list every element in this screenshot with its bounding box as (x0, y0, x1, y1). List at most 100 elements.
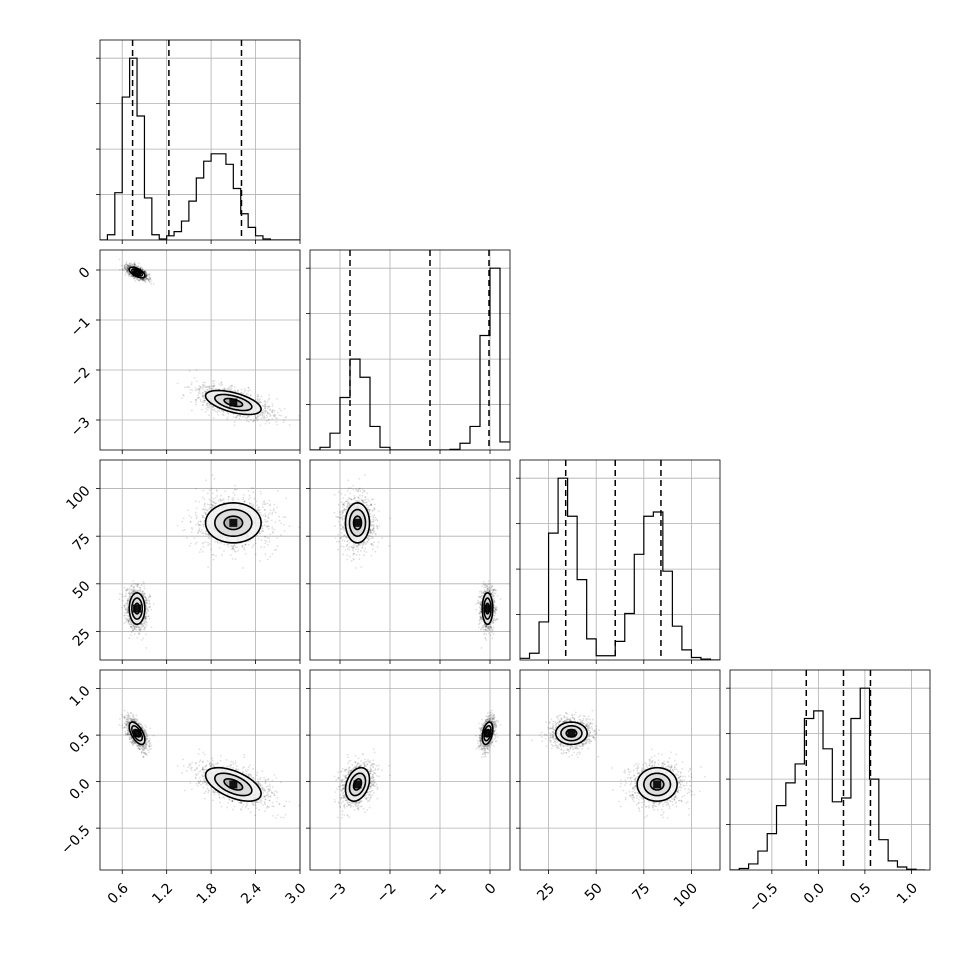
sample-point (264, 514, 267, 517)
sample-point (481, 626, 483, 628)
sample-point (220, 382, 222, 384)
sample-point (247, 490, 250, 492)
sample-point (201, 532, 204, 534)
sample-point (247, 415, 250, 418)
sample-point (123, 614, 126, 617)
sample-point (268, 405, 271, 408)
sample-point (273, 410, 276, 412)
sample-point (127, 265, 130, 268)
sample-point (204, 410, 207, 413)
sample-point (139, 629, 142, 632)
sample-point (266, 502, 269, 505)
sample-point (484, 586, 487, 589)
sample-point (484, 624, 487, 627)
sample-point (483, 626, 486, 628)
sample-point (267, 516, 269, 519)
contour-line (133, 269, 141, 276)
sample-point (126, 264, 129, 267)
sample-point (244, 543, 247, 546)
sample-point (259, 413, 262, 416)
scatter-points (118, 258, 300, 427)
sample-point (212, 492, 214, 495)
sample-point (143, 270, 146, 273)
sample-point (127, 619, 130, 622)
sample-point (197, 397, 199, 399)
sample-point (142, 594, 145, 597)
sample-point (229, 384, 232, 387)
sample-point (140, 584, 143, 586)
sample-point (188, 369, 191, 372)
sample-point (138, 628, 141, 631)
sample-point (239, 414, 242, 417)
sample-point (202, 403, 204, 406)
sample-point (254, 553, 257, 556)
sample-point (236, 414, 239, 417)
sample-point (250, 486, 253, 489)
sample-point (134, 280, 137, 282)
sample-point (215, 502, 217, 505)
sample-point (144, 270, 146, 273)
sample-point (236, 546, 239, 549)
sample-point (130, 262, 132, 265)
sample-point (241, 544, 244, 547)
sample-point (138, 628, 141, 631)
sample-point (483, 590, 486, 593)
sample-point (494, 606, 497, 609)
sample-point (132, 623, 134, 626)
sample-point (123, 604, 126, 607)
sample-point (268, 537, 271, 540)
sample-point (203, 400, 206, 402)
sample-point (129, 264, 132, 267)
sample-point (197, 523, 200, 526)
sample-point (487, 590, 490, 593)
sample-point (485, 639, 488, 641)
sample-point (126, 614, 129, 617)
sample-point (480, 617, 482, 620)
sample-point (126, 265, 129, 268)
sample-point (141, 268, 144, 271)
panel-r1-c1 (306, 249, 511, 454)
sample-point (261, 524, 264, 527)
sample-point (218, 542, 221, 544)
sample-point (145, 604, 147, 607)
sample-point (144, 599, 147, 602)
sample-point (260, 546, 262, 549)
sample-point (234, 550, 237, 553)
sample-point (260, 530, 263, 533)
sample-point (266, 401, 269, 403)
sample-point (198, 396, 201, 399)
sample-point (491, 622, 493, 625)
sample-point (133, 626, 136, 629)
sample-point (124, 263, 127, 266)
sample-point (139, 266, 142, 269)
sample-point (130, 621, 132, 624)
sample-point (256, 419, 259, 422)
sample-point (146, 602, 149, 605)
sample-point (136, 583, 139, 586)
sample-point (142, 628, 145, 631)
sample-point (206, 503, 209, 506)
sample-point (231, 546, 234, 549)
sample-point (211, 504, 214, 507)
sample-point (125, 267, 128, 270)
sample-point (229, 389, 232, 392)
sample-point (205, 404, 208, 406)
sample-point (149, 595, 152, 598)
sample-point (201, 542, 204, 545)
sample-point (264, 410, 267, 412)
sample-point (144, 596, 147, 599)
sample-point (233, 389, 236, 392)
sample-point (258, 399, 261, 402)
sample-point (230, 554, 232, 557)
panel-r0-c0 (96, 39, 301, 244)
sample-point (197, 391, 200, 394)
sample-point (271, 403, 274, 405)
sample-point (126, 266, 128, 269)
sample-point (199, 520, 202, 523)
sample-point (131, 592, 134, 595)
sample-point (147, 278, 150, 281)
sample-point (130, 625, 133, 628)
sample-point (231, 545, 234, 548)
sample-point (490, 592, 492, 595)
sample-point (227, 387, 230, 390)
